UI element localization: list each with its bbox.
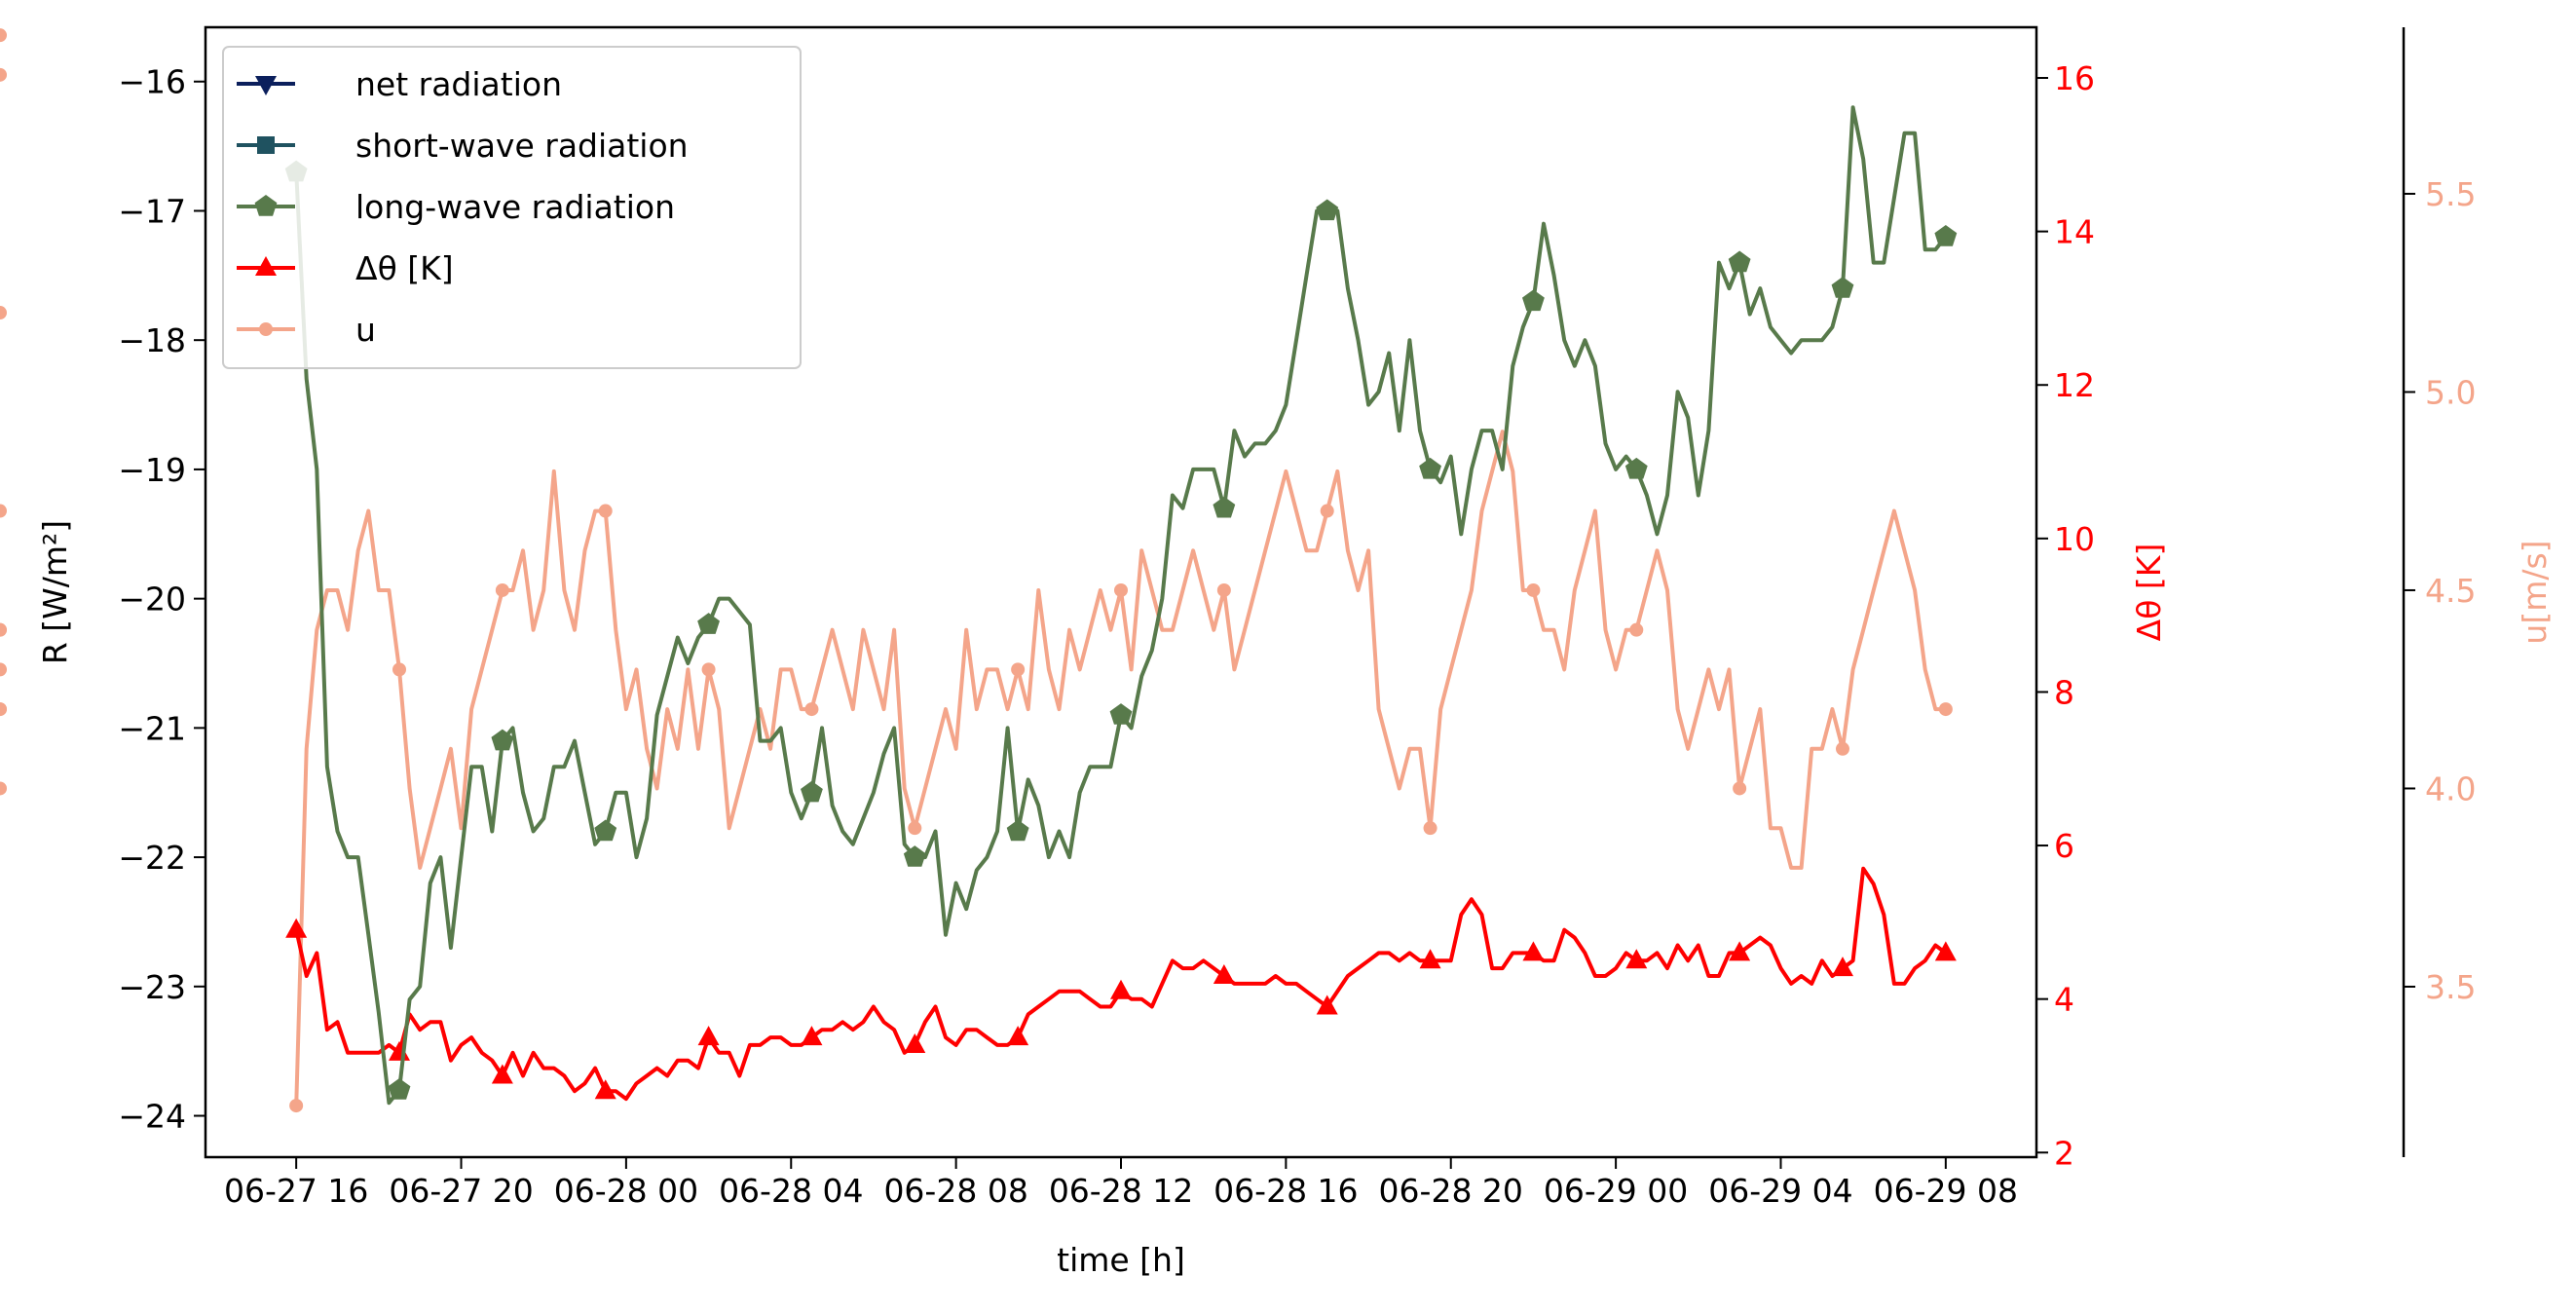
data-point [1939, 702, 1953, 716]
far-right-y-tick-label: 4.0 [2425, 769, 2476, 807]
data-point [1011, 662, 1025, 676]
right-axis-label: Δθ [K] [2130, 544, 2168, 642]
x-tick-label: 06-28 04 [719, 1172, 863, 1210]
right-y-tick-label: 2 [2054, 1134, 2074, 1172]
x-tick-label: 06-29 04 [1708, 1172, 1852, 1210]
legend-marker [257, 136, 275, 154]
data-point [599, 505, 613, 518]
data-point [496, 583, 509, 597]
far-right-y-tick-label: 5.5 [2425, 175, 2476, 213]
legend-label: net radiation [355, 65, 562, 103]
right-y-tick-label: 6 [2054, 827, 2074, 865]
data-point [392, 662, 406, 676]
data-point [1836, 742, 1849, 756]
far-right-y-tick-label: 3.5 [2425, 968, 2476, 1006]
legend-label: short-wave radiation [355, 127, 689, 165]
far-right-axis-label: u[m/s] [2516, 540, 2554, 644]
data-point [1526, 583, 1540, 597]
left-y-tick-label: −17 [118, 192, 186, 230]
data-point [1321, 505, 1334, 518]
x-tick-label: 06-28 12 [1049, 1172, 1193, 1210]
legend-label: long-wave radiation [355, 188, 675, 226]
left-y-tick-label: −18 [118, 321, 186, 359]
data-point [702, 662, 716, 676]
x-axis-label: time [h] [1057, 1241, 1185, 1279]
left-y-tick-label: −21 [118, 709, 186, 747]
left-y-tick-label: −23 [118, 968, 186, 1006]
legend-label: u [355, 311, 376, 349]
right-y-tick-label: 16 [2054, 59, 2095, 97]
far-right-y-tick-label: 5.0 [2425, 373, 2476, 411]
data-point [1114, 583, 1128, 597]
right-y-tick-label: 10 [2054, 520, 2095, 558]
x-tick-label: 06-28 00 [554, 1172, 698, 1210]
data-point [1733, 781, 1746, 795]
right-y-tick-label: 12 [2054, 366, 2095, 404]
left-y-tick-label: −22 [118, 839, 186, 877]
legend-label: Δθ [K] [355, 249, 454, 287]
x-tick-label: 06-28 16 [1213, 1172, 1358, 1210]
data-point [1629, 623, 1643, 637]
left-y-tick-label: −19 [118, 451, 186, 489]
data-point [804, 702, 818, 716]
x-tick-label: 06-28 20 [1379, 1172, 1523, 1210]
right-y-tick-label: 14 [2054, 213, 2095, 251]
left-y-tick-label: −16 [118, 63, 186, 101]
data-point [289, 1099, 303, 1112]
x-tick-label: 06-29 00 [1544, 1172, 1688, 1210]
data-point [1217, 583, 1231, 597]
x-tick-label: 06-27 16 [224, 1172, 368, 1210]
far-right-y-tick-label: 4.5 [2425, 572, 2476, 610]
x-tick-label: 06-28 08 [883, 1172, 1027, 1210]
x-tick-label: 06-27 20 [389, 1172, 533, 1210]
right-y-tick-label: 4 [2054, 981, 2074, 1019]
left-y-tick-label: −24 [118, 1098, 186, 1136]
left-axis-label: R [W/m²] [36, 520, 74, 664]
data-point [1424, 821, 1437, 835]
x-tick-label: 06-29 08 [1874, 1172, 2018, 1210]
legend: net radiation short-wave radiation long-wa… [223, 47, 801, 368]
right-y-tick-label: 8 [2054, 673, 2074, 711]
left-y-tick-label: −20 [118, 581, 186, 619]
data-point [908, 821, 921, 835]
legend-marker [259, 322, 273, 336]
